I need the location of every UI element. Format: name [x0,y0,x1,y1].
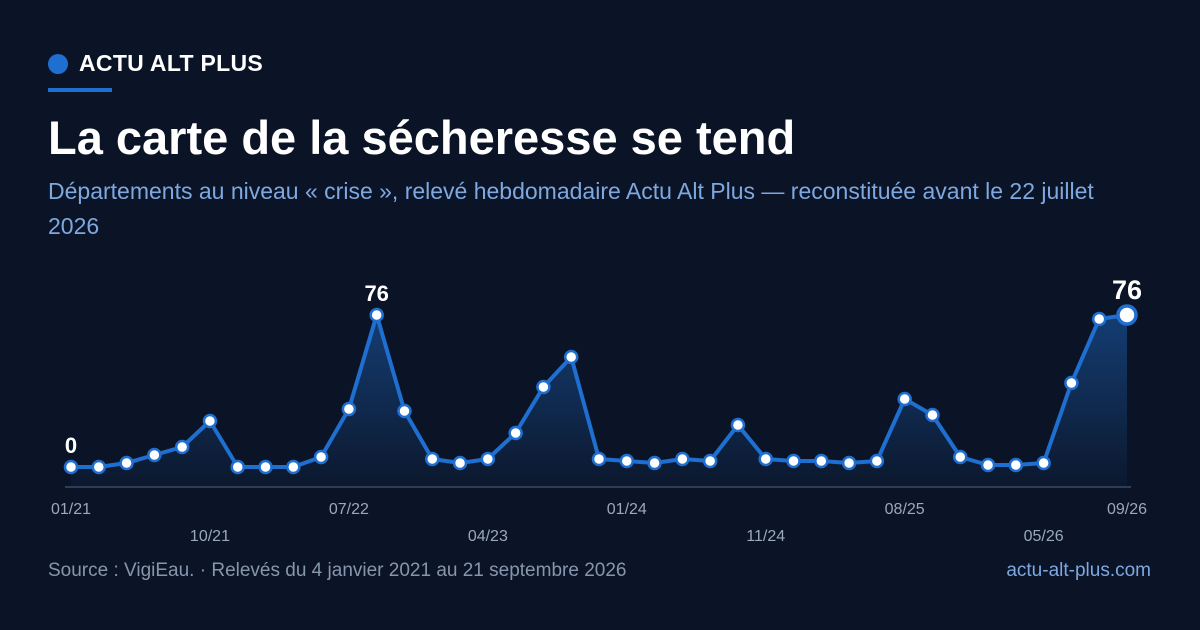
point [313,449,329,465]
point [1064,375,1079,391]
point [202,413,218,429]
x-tick-label: 09/26 [1107,501,1147,518]
point [286,459,301,475]
brand-rule [48,88,112,92]
site-link: actu-alt-plus.com [1006,560,1151,581]
point [147,447,162,463]
point [230,459,245,475]
x-tick-label: 07/22 [329,501,369,518]
point [702,453,718,469]
x-tick-label: 11/24 [746,528,785,545]
point [1008,457,1024,473]
point [119,455,134,471]
point [675,451,690,467]
source: Source : VigiEau. · Relevés du 4 janvier… [48,560,627,581]
chart-title: La carte de la sécheresse se tend [48,111,796,164]
x-tick-label: 01/24 [607,501,647,518]
area [71,315,1127,487]
point [591,451,607,467]
brand: ACTU ALT PLUS [48,50,263,77]
point [1116,304,1138,326]
x-tick-label: 05/26 [1024,528,1064,545]
point [980,457,996,473]
x-tick-label: 10/21 [190,528,230,545]
point [897,391,912,407]
point [508,425,523,441]
value-label: 76 [1112,275,1142,305]
point [536,379,551,395]
point [647,455,662,471]
point [63,459,79,475]
point [563,349,579,365]
point [1091,311,1107,327]
chart-subtitle: Départements au niveau « crise », relevé… [48,178,1094,239]
point [953,449,968,465]
point [1036,455,1051,471]
point [341,401,357,417]
point [397,403,412,419]
point [480,451,496,467]
x-tick-label: 01/21 [51,501,91,518]
point [174,439,190,455]
point [452,455,468,471]
point [425,451,440,467]
value-label: 0 [65,433,77,458]
point [786,453,801,469]
brand-name: ACTU ALT PLUS [79,50,264,76]
point [814,453,829,469]
value-label: 76 [364,281,388,306]
line [71,313,1128,469]
point [91,459,107,475]
point [619,453,635,469]
x-tick-label: 08/25 [885,501,925,518]
point [730,417,746,433]
brand-dot [48,53,68,74]
point [369,307,384,323]
point [925,407,940,423]
point [841,455,857,471]
point [758,451,773,467]
point [869,453,885,469]
x-tick-label: 04/23 [468,528,508,545]
point [258,459,273,475]
